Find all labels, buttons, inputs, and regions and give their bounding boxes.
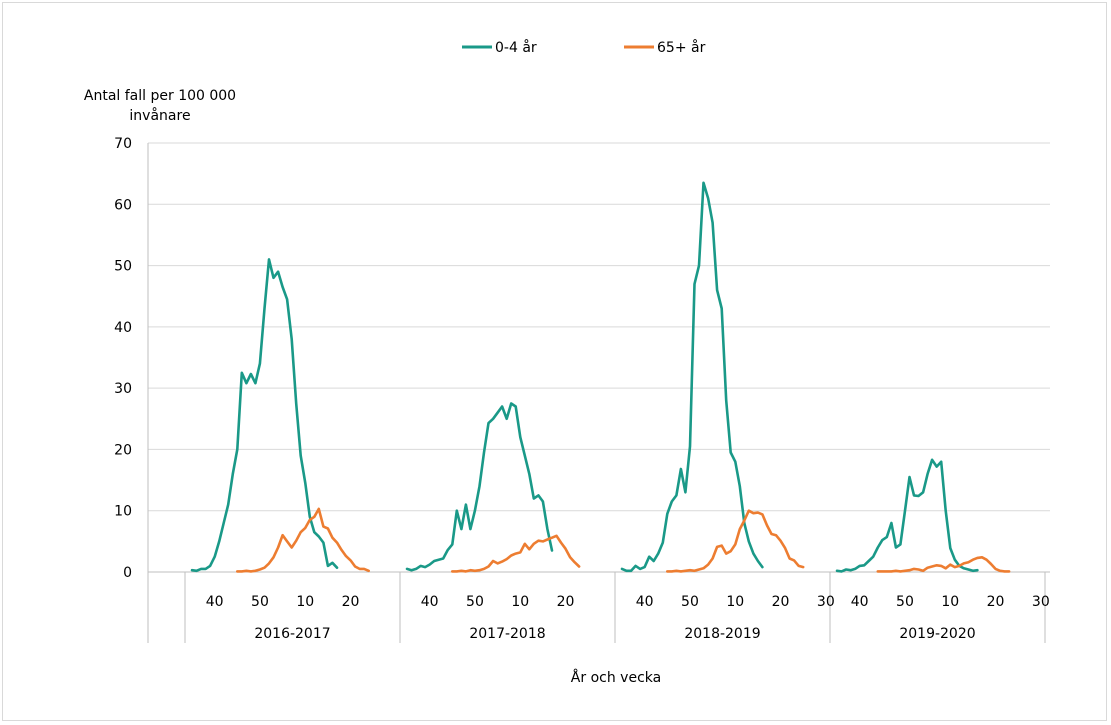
x-week-label: 40 [851, 594, 869, 610]
x-week-label: 30 [1032, 594, 1050, 610]
y-axis-ticks: 0 10 20 30 40 50 60 70 [114, 136, 132, 581]
x-week-label: 10 [296, 594, 314, 610]
y-axis-title-line-2: invånare [129, 107, 190, 124]
series-line [620, 181, 764, 573]
y-tick-label: 10 [114, 504, 132, 520]
x-season-label: 2018-2019 [684, 626, 760, 642]
x-axis-ticks: 40 50 10 20 2016-2017 40 50 10 20 2017-2018 40 50 10… [206, 594, 1050, 642]
series-line [835, 458, 979, 573]
legend-label-65plus: 65+ år [657, 39, 706, 56]
x-week-label: 20 [772, 594, 790, 610]
x-week-label: 50 [251, 594, 269, 610]
gridlines [148, 142, 1050, 512]
x-season-label: 2016-2017 [254, 626, 330, 642]
x-axis-title: År och vecka [571, 669, 661, 686]
x-week-label: 40 [421, 594, 439, 610]
series-lines [190, 181, 1011, 573]
y-tick-label: 60 [114, 197, 132, 213]
x-week-label: 30 [817, 594, 835, 610]
x-week-label: 50 [681, 594, 699, 610]
y-tick-label: 30 [114, 381, 132, 397]
y-axis-title-line-1: Antal fall per 100 000 [84, 88, 236, 104]
x-week-label: 20 [342, 594, 360, 610]
y-tick-label: 40 [114, 320, 132, 336]
y-tick-label: 20 [114, 442, 132, 458]
y-tick-label: 0 [123, 565, 132, 581]
legend-label-0-4: 0-4 år [495, 39, 537, 56]
series-line [190, 258, 339, 573]
x-week-label: 20 [987, 594, 1005, 610]
x-week-label: 40 [206, 594, 224, 610]
series-line [405, 402, 554, 572]
series-line [450, 534, 581, 573]
legend: 0-4 år 65+ år [462, 39, 706, 56]
x-week-label: 50 [466, 594, 484, 610]
x-season-label: 2019-2020 [899, 626, 975, 642]
x-week-label: 10 [941, 594, 959, 610]
y-tick-label: 70 [114, 136, 132, 152]
x-week-label: 10 [726, 594, 744, 610]
series-line [236, 507, 371, 573]
series-line [665, 509, 805, 573]
x-week-label: 10 [511, 594, 529, 610]
x-week-label: 50 [896, 594, 914, 610]
x-week-label: 40 [636, 594, 654, 610]
x-week-label: 20 [557, 594, 575, 610]
y-tick-label: 50 [114, 259, 132, 275]
series-line [876, 555, 1011, 573]
x-season-label: 2017-2018 [469, 626, 545, 642]
